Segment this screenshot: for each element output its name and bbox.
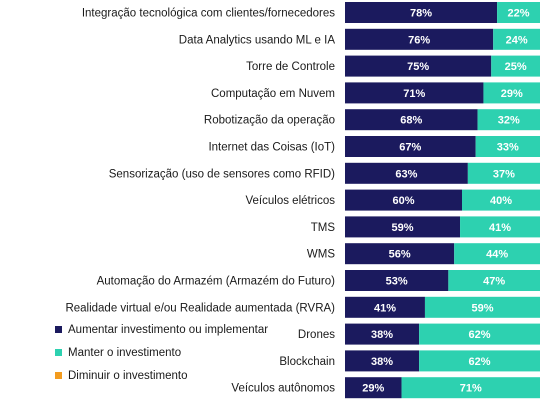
legend-swatch-maintain (55, 349, 62, 356)
bar-segment-series-0 (345, 243, 455, 265)
category-label: TMS (311, 222, 336, 234)
bar-segment-series-0 (345, 28, 494, 50)
value-label: 32% (498, 115, 520, 127)
category-label: Automação do Armazém (Armazém do Futuro) (97, 276, 336, 288)
legend-item-increase: Aumentar investimento ou implementar (55, 318, 268, 341)
bar-segment-series-0 (345, 270, 449, 291)
value-label: 75% (407, 61, 429, 73)
value-label: 53% (386, 276, 408, 288)
value-label: 40% (490, 195, 512, 207)
category-label: Veículos autônomos (231, 383, 335, 395)
bar-segment-series-0 (345, 55, 492, 77)
category-label: Blockchain (279, 356, 335, 368)
category-label: Internet das Coisas (IoT) (208, 142, 335, 154)
bar-segment-series-1 (448, 270, 540, 291)
category-label: Drones (298, 329, 335, 341)
legend-label-maintain: Manter o investimento (68, 346, 182, 359)
bar-segment-series-1 (401, 377, 540, 399)
value-label: 68% (400, 115, 422, 127)
value-label: 71% (460, 383, 482, 395)
value-label: 41% (489, 222, 511, 234)
value-label: 62% (469, 356, 491, 368)
bar-segment-series-0 (345, 216, 461, 238)
value-label: 47% (483, 276, 505, 288)
bar-segment-series-1 (419, 323, 540, 345)
legend-item-maintain: Manter o investimento (55, 341, 268, 364)
category-label: Robotização da operação (204, 115, 335, 127)
value-label: 25% (505, 61, 527, 73)
bar-segment-series-1 (477, 109, 540, 131)
category-label: Data Analytics usando ML e IA (179, 34, 336, 46)
legend-label-decrease: Diminuir o investimento (68, 369, 188, 382)
value-label: 38% (371, 356, 393, 368)
value-label: 37% (493, 168, 515, 180)
value-label: 41% (374, 302, 396, 314)
category-label: Integração tecnológica com clientes/forn… (82, 8, 335, 20)
bar-segment-series-0 (345, 82, 484, 104)
category-label: Veículos elétricos (246, 195, 336, 207)
category-label: Computação em Nuvem (211, 88, 335, 100)
legend-item-decrease: Diminuir o investimento (55, 364, 268, 387)
bar-segment-series-1 (491, 55, 540, 77)
bar-segment-series-0 (345, 377, 402, 399)
bar-segment-series-0 (345, 189, 462, 211)
value-label: 60% (392, 195, 414, 207)
bar-segment-series-1 (454, 243, 540, 265)
bar-segment-series-0 (345, 136, 476, 157)
bar-segment-series-1 (475, 136, 540, 157)
value-label: 38% (371, 329, 393, 341)
bar-segment-series-0 (345, 2, 498, 23)
bar-segment-series-0 (345, 162, 468, 184)
value-label: 56% (389, 249, 411, 261)
category-label: Realidade virtual e/ou Realidade aumenta… (65, 302, 335, 314)
value-label: 29% (362, 383, 384, 395)
value-label: 29% (501, 88, 523, 100)
value-label: 67% (399, 142, 421, 154)
value-label: 71% (403, 88, 425, 100)
bar-segment-series-0 (345, 350, 420, 372)
bar-segment-series-1 (462, 189, 540, 211)
category-label: Sensorização (uso de sensores como RFID) (109, 168, 335, 180)
legend-swatch-decrease (55, 372, 62, 379)
bar-segment-series-1 (467, 162, 540, 184)
bar-segment-series-1 (460, 216, 540, 238)
category-label: Torre de Controle (246, 61, 335, 73)
bar-segment-series-1 (424, 296, 540, 318)
category-label: WMS (307, 249, 335, 261)
value-label: 59% (471, 302, 493, 314)
bar-segment-series-1 (483, 82, 540, 104)
value-label: 24% (506, 34, 528, 46)
value-label: 44% (486, 249, 508, 261)
bar-segment-series-1 (419, 350, 540, 372)
bar-segment-series-0 (345, 109, 478, 131)
value-label: 33% (497, 142, 519, 154)
legend-label-increase: Aumentar investimento ou implementar (68, 323, 269, 336)
chart-legend: Aumentar investimento ou implementar Man… (55, 318, 268, 387)
legend-swatch-increase (55, 326, 62, 333)
bar-segment-series-1 (497, 2, 540, 23)
value-label: 62% (469, 329, 491, 341)
bar-segment-series-1 (493, 28, 540, 50)
bar-segment-series-0 (345, 323, 420, 345)
value-label: 78% (410, 8, 432, 20)
value-label: 22% (508, 8, 530, 20)
value-label: 63% (395, 168, 417, 180)
value-label: 76% (408, 34, 430, 46)
value-label: 59% (392, 222, 414, 234)
bar-segment-series-0 (345, 296, 425, 318)
